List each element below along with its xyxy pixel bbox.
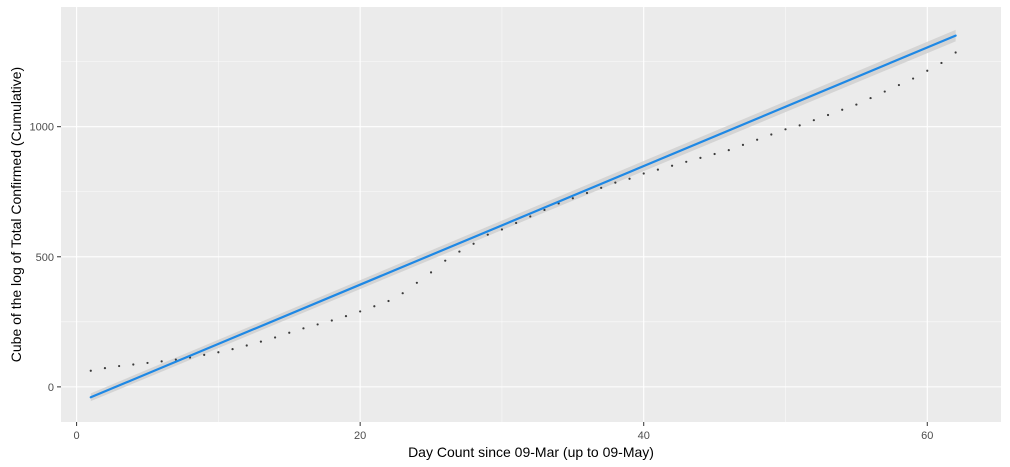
- data-point: [926, 69, 929, 72]
- data-point: [486, 233, 489, 236]
- data-point: [174, 358, 177, 361]
- data-point: [670, 164, 674, 167]
- y-tick-label: 500: [36, 252, 54, 264]
- data-point: [359, 310, 362, 313]
- data-point: [600, 186, 603, 189]
- data-point: [869, 96, 872, 100]
- x-tick-label: 60: [921, 430, 933, 442]
- data-point: [826, 113, 830, 117]
- data-point: [699, 156, 702, 160]
- x-axis-ticks: 0 20 40 60: [74, 422, 933, 442]
- data-point: [89, 369, 92, 372]
- major-gridlines: [61, 7, 1001, 422]
- data-point: [897, 83, 901, 87]
- data-point: [585, 191, 589, 195]
- data-point: [146, 361, 149, 365]
- data-point: [713, 152, 716, 156]
- data-point: [344, 315, 348, 318]
- data-point: [756, 138, 759, 141]
- data-point: [273, 336, 277, 339]
- data-point: [203, 353, 206, 356]
- y-tick-label: 1000: [30, 122, 54, 134]
- data-points-layer: [89, 51, 957, 372]
- data-point: [529, 215, 532, 218]
- data-point: [259, 340, 263, 343]
- data-point: [855, 103, 858, 106]
- data-point: [812, 119, 815, 122]
- data-point: [415, 281, 418, 284]
- data-point: [245, 344, 248, 347]
- x-tick-label: 20: [354, 430, 366, 442]
- data-point: [500, 228, 504, 231]
- data-point: [458, 250, 461, 253]
- y-tick-label: 0: [48, 382, 54, 394]
- data-point: [401, 292, 404, 295]
- data-point: [288, 331, 291, 334]
- data-point: [685, 160, 688, 163]
- data-point: [543, 208, 546, 212]
- data-point: [770, 133, 773, 136]
- y-axis-title: Cube of the log of Total Confirmed (Cumu…: [8, 67, 24, 362]
- data-point: [656, 168, 659, 171]
- data-point: [444, 259, 447, 262]
- data-point: [217, 351, 220, 354]
- y-axis-ticks: 0 500 1000: [30, 122, 61, 394]
- data-point: [472, 242, 475, 245]
- data-point: [231, 348, 234, 351]
- data-point: [571, 197, 574, 200]
- data-point: [118, 364, 121, 368]
- x-tick-label: 0: [74, 430, 80, 442]
- data-point: [841, 108, 844, 111]
- data-point: [316, 323, 319, 326]
- data-point: [628, 177, 631, 180]
- fit-line-layer: [89, 34, 957, 399]
- data-point: [614, 181, 617, 184]
- data-point: [911, 77, 915, 80]
- data-point: [741, 143, 745, 146]
- data-point: [954, 51, 957, 54]
- data-point: [132, 363, 135, 366]
- data-point: [883, 90, 886, 93]
- x-tick-label: 40: [638, 430, 650, 442]
- data-point: [302, 327, 305, 330]
- data-point: [160, 360, 163, 363]
- data-point: [727, 149, 730, 152]
- fit-line: [89, 34, 957, 399]
- minor-gridlines: [61, 7, 1001, 422]
- x-axis-title: Day Count since 09-Mar (up to 09-May): [408, 444, 654, 460]
- data-point: [373, 305, 376, 308]
- data-point: [784, 128, 787, 131]
- data-point: [515, 221, 518, 225]
- data-point: [798, 124, 801, 127]
- data-point: [387, 299, 390, 303]
- data-point: [330, 319, 333, 322]
- data-point: [103, 367, 107, 370]
- data-point: [642, 172, 645, 175]
- data-point: [940, 61, 943, 65]
- data-point: [429, 271, 433, 274]
